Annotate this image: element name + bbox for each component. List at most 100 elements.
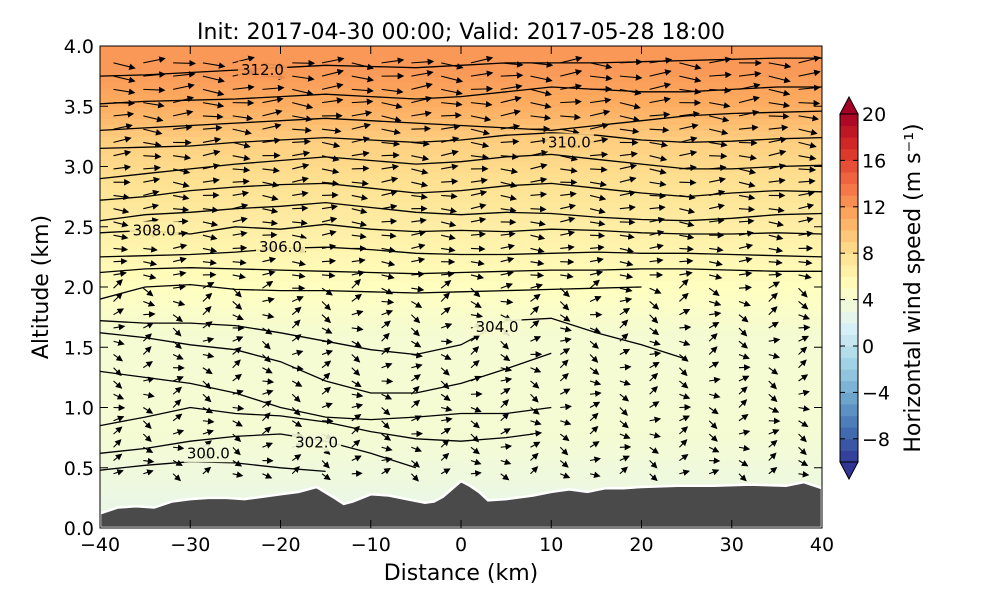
wind-arrow (262, 367, 273, 374)
y-tick-label: 4.0 (64, 36, 94, 58)
colorbar-segment (840, 264, 858, 277)
theta-contour-line (100, 283, 642, 300)
wind-arrow (679, 123, 699, 130)
chart-title: Init: 2017-04-30 00:00; Valid: 2017-05-2… (197, 20, 725, 45)
wind-arrow (679, 150, 698, 157)
wind-arrow (381, 433, 392, 441)
wind-arrow (411, 181, 429, 188)
wind-arrow (500, 458, 512, 466)
wind-arrow (530, 320, 540, 329)
wind-arrow (619, 204, 636, 211)
wind-arrow (679, 245, 694, 253)
wind-arrow (381, 407, 391, 416)
wind-arrow (679, 278, 689, 289)
wind-arrow (202, 62, 226, 69)
wind-arrow (768, 259, 783, 266)
wind-arrow (738, 473, 747, 482)
wind-arrow (202, 259, 217, 266)
wind-arrow (798, 69, 821, 77)
wind-speed-band (100, 311, 822, 318)
colorbar-tick-label: 20 (862, 104, 886, 126)
wind-arrow (262, 296, 275, 304)
wind-arrow (530, 234, 546, 241)
colorbar-segment (840, 195, 858, 208)
wind-arrow (202, 367, 213, 375)
wind-arrow (321, 402, 333, 409)
wind-arrow (798, 359, 807, 369)
wind-arrow (351, 403, 364, 410)
wind-arrow (679, 339, 691, 347)
wind-arrow (530, 305, 540, 316)
wind-arrow (619, 393, 630, 402)
wind-arrow (560, 272, 574, 280)
wind-arrow (202, 177, 220, 184)
wind-arrow (738, 193, 756, 201)
contour-label: 300.0 (187, 444, 230, 462)
colorbar-segment (840, 357, 858, 370)
wind-arrow (768, 292, 778, 302)
wind-arrow (291, 466, 300, 475)
wind-arrow (113, 453, 123, 461)
wind-arrow (202, 336, 215, 344)
wind-arrow (321, 287, 333, 296)
wind-arrow (738, 205, 756, 213)
wind-arrow (470, 115, 492, 123)
wind-arrow (202, 466, 212, 475)
wind-arrow (619, 102, 641, 110)
wind-arrow (381, 362, 393, 369)
wind-arrow (589, 327, 601, 334)
wind-speed-band (100, 299, 822, 306)
colorbar-ticks: 20 16 12 8 4 0 −4 −8 (840, 104, 890, 451)
colorbar-segments (840, 114, 858, 463)
wind-arrow (530, 220, 546, 227)
colorbar-segment (840, 334, 858, 347)
wind-arrow (351, 110, 373, 117)
colorbar-segment (840, 172, 858, 185)
wind-arrow (232, 154, 251, 162)
wind-arrow (470, 153, 489, 161)
wind-arrow (649, 401, 660, 408)
wind-arrow (172, 473, 182, 482)
wind-arrow (768, 75, 791, 84)
wind-arrow (351, 257, 366, 264)
wind-arrow (143, 260, 158, 267)
wind-speed-band (100, 124, 822, 131)
wind-arrow (798, 313, 811, 320)
wind-arrow (590, 244, 605, 251)
wind-arrow (351, 278, 361, 289)
wind-arrow (738, 327, 748, 337)
x-tick-label: −10 (351, 534, 391, 556)
wind-arrow (173, 283, 187, 291)
wind-arrow (768, 149, 787, 157)
wind-speed-band (100, 130, 822, 137)
wind-arrow (440, 322, 453, 330)
wind-arrow (262, 84, 285, 92)
wind-arrow (619, 115, 641, 123)
wind-arrow (113, 380, 123, 389)
wind-vector-field (113, 55, 821, 482)
wind-arrow (411, 230, 427, 237)
wind-arrow (709, 176, 726, 184)
wind-arrow (619, 272, 634, 280)
wind-arrow (113, 354, 124, 362)
wind-speed-band (100, 377, 822, 384)
wind-speed-band (100, 208, 822, 216)
wind-arrow (143, 407, 154, 414)
wind-arrow (768, 62, 792, 70)
wind-arrow (768, 271, 783, 278)
wind-arrow (411, 193, 428, 200)
wind-arrow (411, 58, 435, 66)
wind-arrow (768, 439, 778, 448)
contour-label: 302.0 (295, 433, 338, 451)
wind-arrow (589, 109, 611, 117)
wind-arrow (470, 85, 494, 93)
wind-arrow (172, 256, 187, 264)
wind-arrow (589, 354, 599, 363)
wind-arrow (232, 273, 246, 280)
wind-arrow (172, 375, 184, 383)
wind-arrow (768, 337, 781, 344)
wind-arrow (500, 428, 511, 435)
wind-arrow (470, 189, 488, 197)
wind-arrow (500, 194, 517, 201)
wind-arrow (202, 352, 215, 359)
